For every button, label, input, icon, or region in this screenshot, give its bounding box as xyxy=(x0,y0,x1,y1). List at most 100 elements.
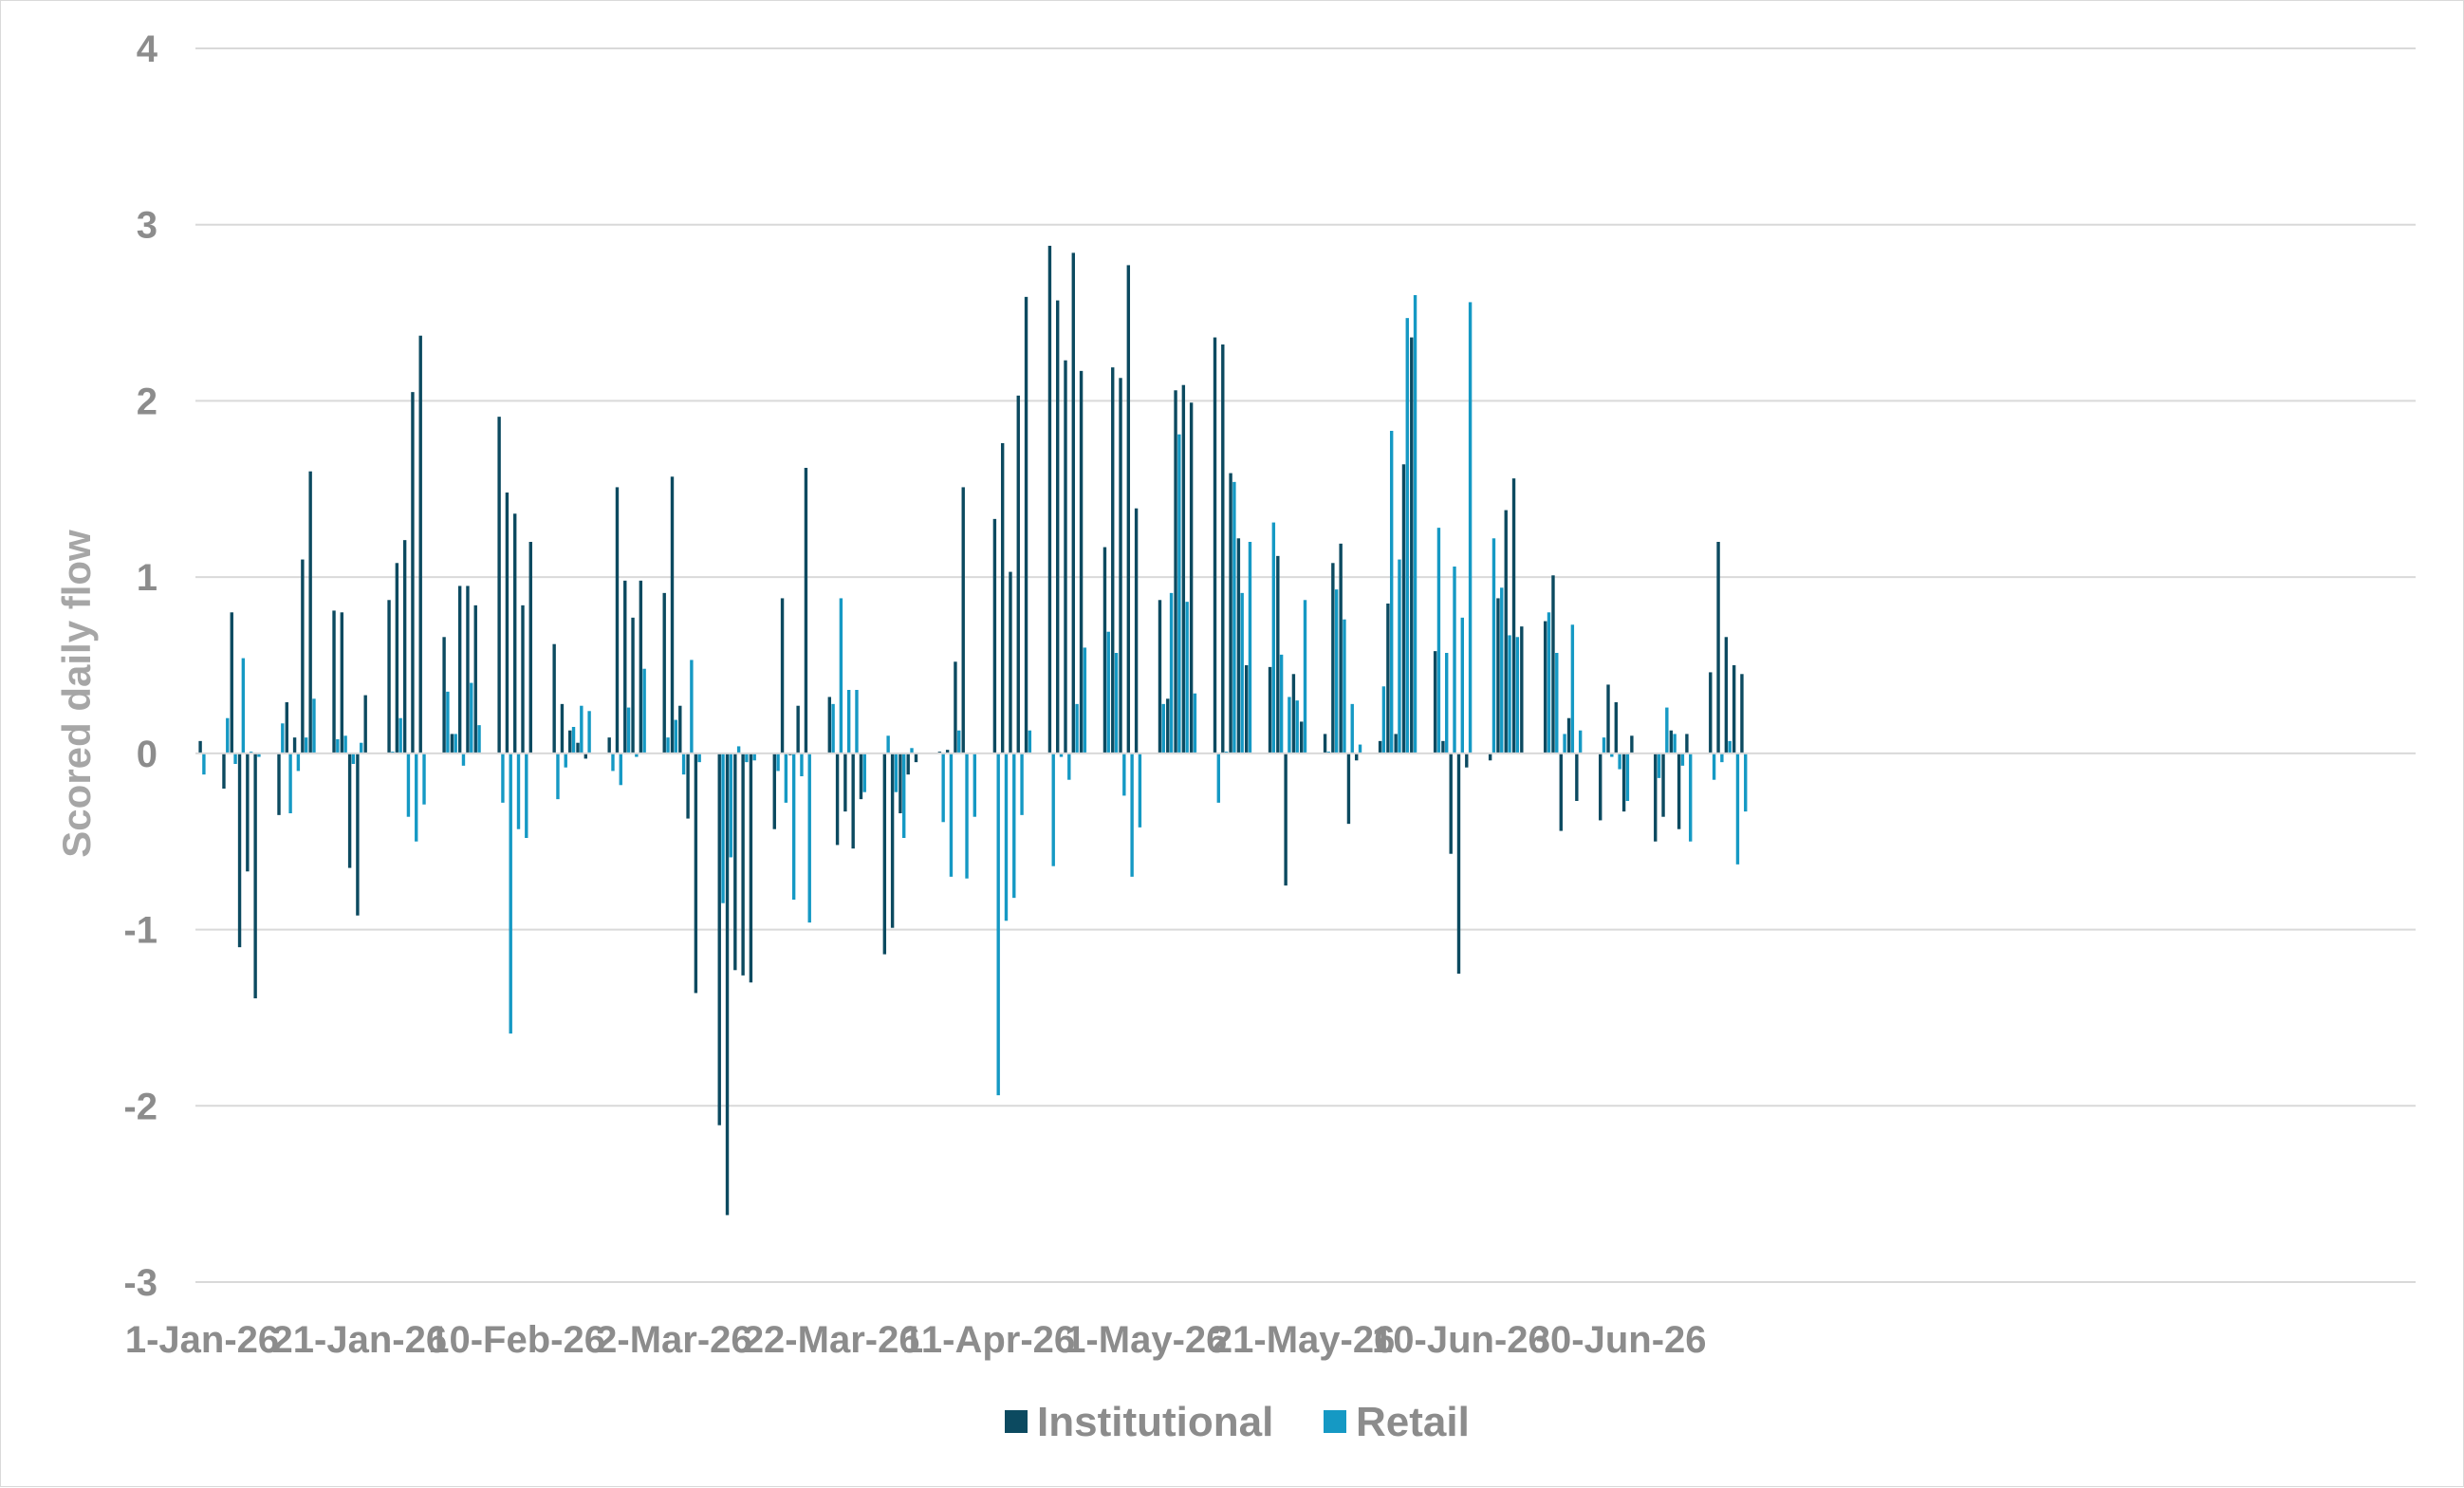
bar-retail xyxy=(1169,592,1174,753)
x-tick-label: 21-May-26 xyxy=(1212,1319,1395,1361)
bar-institutional xyxy=(1378,740,1382,753)
bar-institutional xyxy=(1456,753,1461,974)
bar-retail xyxy=(1468,302,1473,753)
bar-institutional xyxy=(1056,300,1060,753)
bar-retail xyxy=(1602,737,1606,753)
bar-institutional xyxy=(1016,395,1020,753)
bar-institutional xyxy=(1401,464,1406,753)
bar-institutional xyxy=(1386,604,1390,753)
bar-institutional xyxy=(1323,734,1327,753)
bar-retail xyxy=(1240,592,1244,753)
bar-institutional xyxy=(827,697,831,753)
bar-retail xyxy=(1295,700,1299,753)
bar-institutional xyxy=(1551,575,1555,753)
bar-institutional xyxy=(882,753,887,955)
bar-institutional xyxy=(308,471,312,753)
bar-retail xyxy=(1185,602,1189,753)
bar-institutional xyxy=(1504,510,1508,753)
bar-institutional xyxy=(395,563,399,753)
bar-retail xyxy=(1673,734,1677,753)
bar-institutional xyxy=(678,705,682,753)
bar-institutional xyxy=(1724,637,1729,753)
bar-retail xyxy=(525,753,528,838)
bar-institutional xyxy=(292,737,297,753)
bar-institutional xyxy=(1661,753,1665,817)
x-tick-label: 21-Jan-26 xyxy=(272,1319,448,1361)
bar-institutional xyxy=(1268,666,1272,753)
bar-retail xyxy=(1279,654,1284,753)
bar-institutional xyxy=(741,753,745,976)
bar-institutional xyxy=(1174,390,1177,753)
bar-retail xyxy=(1216,753,1221,803)
x-tick-label: 11-Apr-26 xyxy=(902,1319,1075,1361)
bar-institutional xyxy=(615,487,620,753)
bar-institutional xyxy=(1158,600,1162,753)
bar-institutional xyxy=(1300,721,1304,753)
bar-retail xyxy=(241,658,246,753)
bar-institutional xyxy=(552,643,556,753)
bar-retail xyxy=(1570,624,1575,753)
bar-retail xyxy=(446,691,450,753)
bar-retail xyxy=(1193,693,1197,753)
bar-institutional xyxy=(1566,717,1571,753)
bar-institutional xyxy=(1716,542,1720,753)
bar-retail xyxy=(965,753,969,879)
bar-institutional xyxy=(332,610,336,753)
bar-institutional xyxy=(1000,443,1005,753)
bar-retail xyxy=(681,753,686,775)
bar-retail xyxy=(846,690,851,753)
bar-institutional xyxy=(607,737,611,753)
bar-institutional xyxy=(1465,753,1469,768)
bar-retail xyxy=(1665,707,1669,753)
bar-institutional xyxy=(1291,674,1296,753)
bar-retail xyxy=(807,753,811,923)
bar-institutional xyxy=(1355,753,1359,761)
bar-retail xyxy=(288,753,292,813)
bar-institutional xyxy=(780,598,785,753)
bar-retail xyxy=(1059,753,1064,757)
bar-retail xyxy=(1515,637,1520,753)
bar-retail xyxy=(1563,734,1566,753)
bar-institutional xyxy=(402,540,407,753)
bar-institutional xyxy=(1621,753,1626,812)
bar-institutional xyxy=(1047,246,1052,753)
y-tick-label: -2 xyxy=(123,1086,157,1127)
bar-institutional xyxy=(363,695,367,753)
bar-institutional xyxy=(1606,684,1610,753)
bar-retail xyxy=(226,717,230,753)
bar-retail xyxy=(587,711,591,753)
bar-retail xyxy=(1358,744,1362,753)
bar-retail xyxy=(1398,559,1401,753)
bar-institutional xyxy=(442,637,446,753)
bar-institutional xyxy=(945,750,950,753)
bars xyxy=(198,246,1748,1216)
bar-retail xyxy=(855,690,859,753)
bar-institutional xyxy=(1229,473,1232,753)
y-tick-label: -1 xyxy=(123,910,157,952)
x-tick-label: 1-Jan-26 xyxy=(125,1319,279,1361)
bar-institutional xyxy=(505,493,509,753)
bar-institutional xyxy=(1102,547,1107,753)
bar-institutional xyxy=(835,753,840,846)
bar-institutional xyxy=(906,753,910,775)
bar-institutional xyxy=(631,617,635,753)
bar-retail xyxy=(304,737,308,753)
bar-institutional xyxy=(859,753,863,800)
bar-institutional xyxy=(418,335,422,753)
bar-institutional xyxy=(528,542,532,753)
bar-institutional xyxy=(277,753,281,815)
bar-institutional xyxy=(796,705,800,753)
bar-retail xyxy=(296,753,301,772)
bar-institutional xyxy=(301,559,305,753)
bar-institutional xyxy=(1410,337,1414,753)
bar-institutional xyxy=(639,580,643,753)
bar-retail xyxy=(564,753,567,768)
bar-retail xyxy=(1303,600,1307,753)
bar-institutional xyxy=(1064,360,1067,753)
bar-retail xyxy=(1610,753,1614,757)
bar-retail xyxy=(477,725,481,753)
bar-institutional xyxy=(1740,674,1744,753)
bar-retail xyxy=(611,753,615,772)
bar-institutional xyxy=(1575,753,1579,801)
